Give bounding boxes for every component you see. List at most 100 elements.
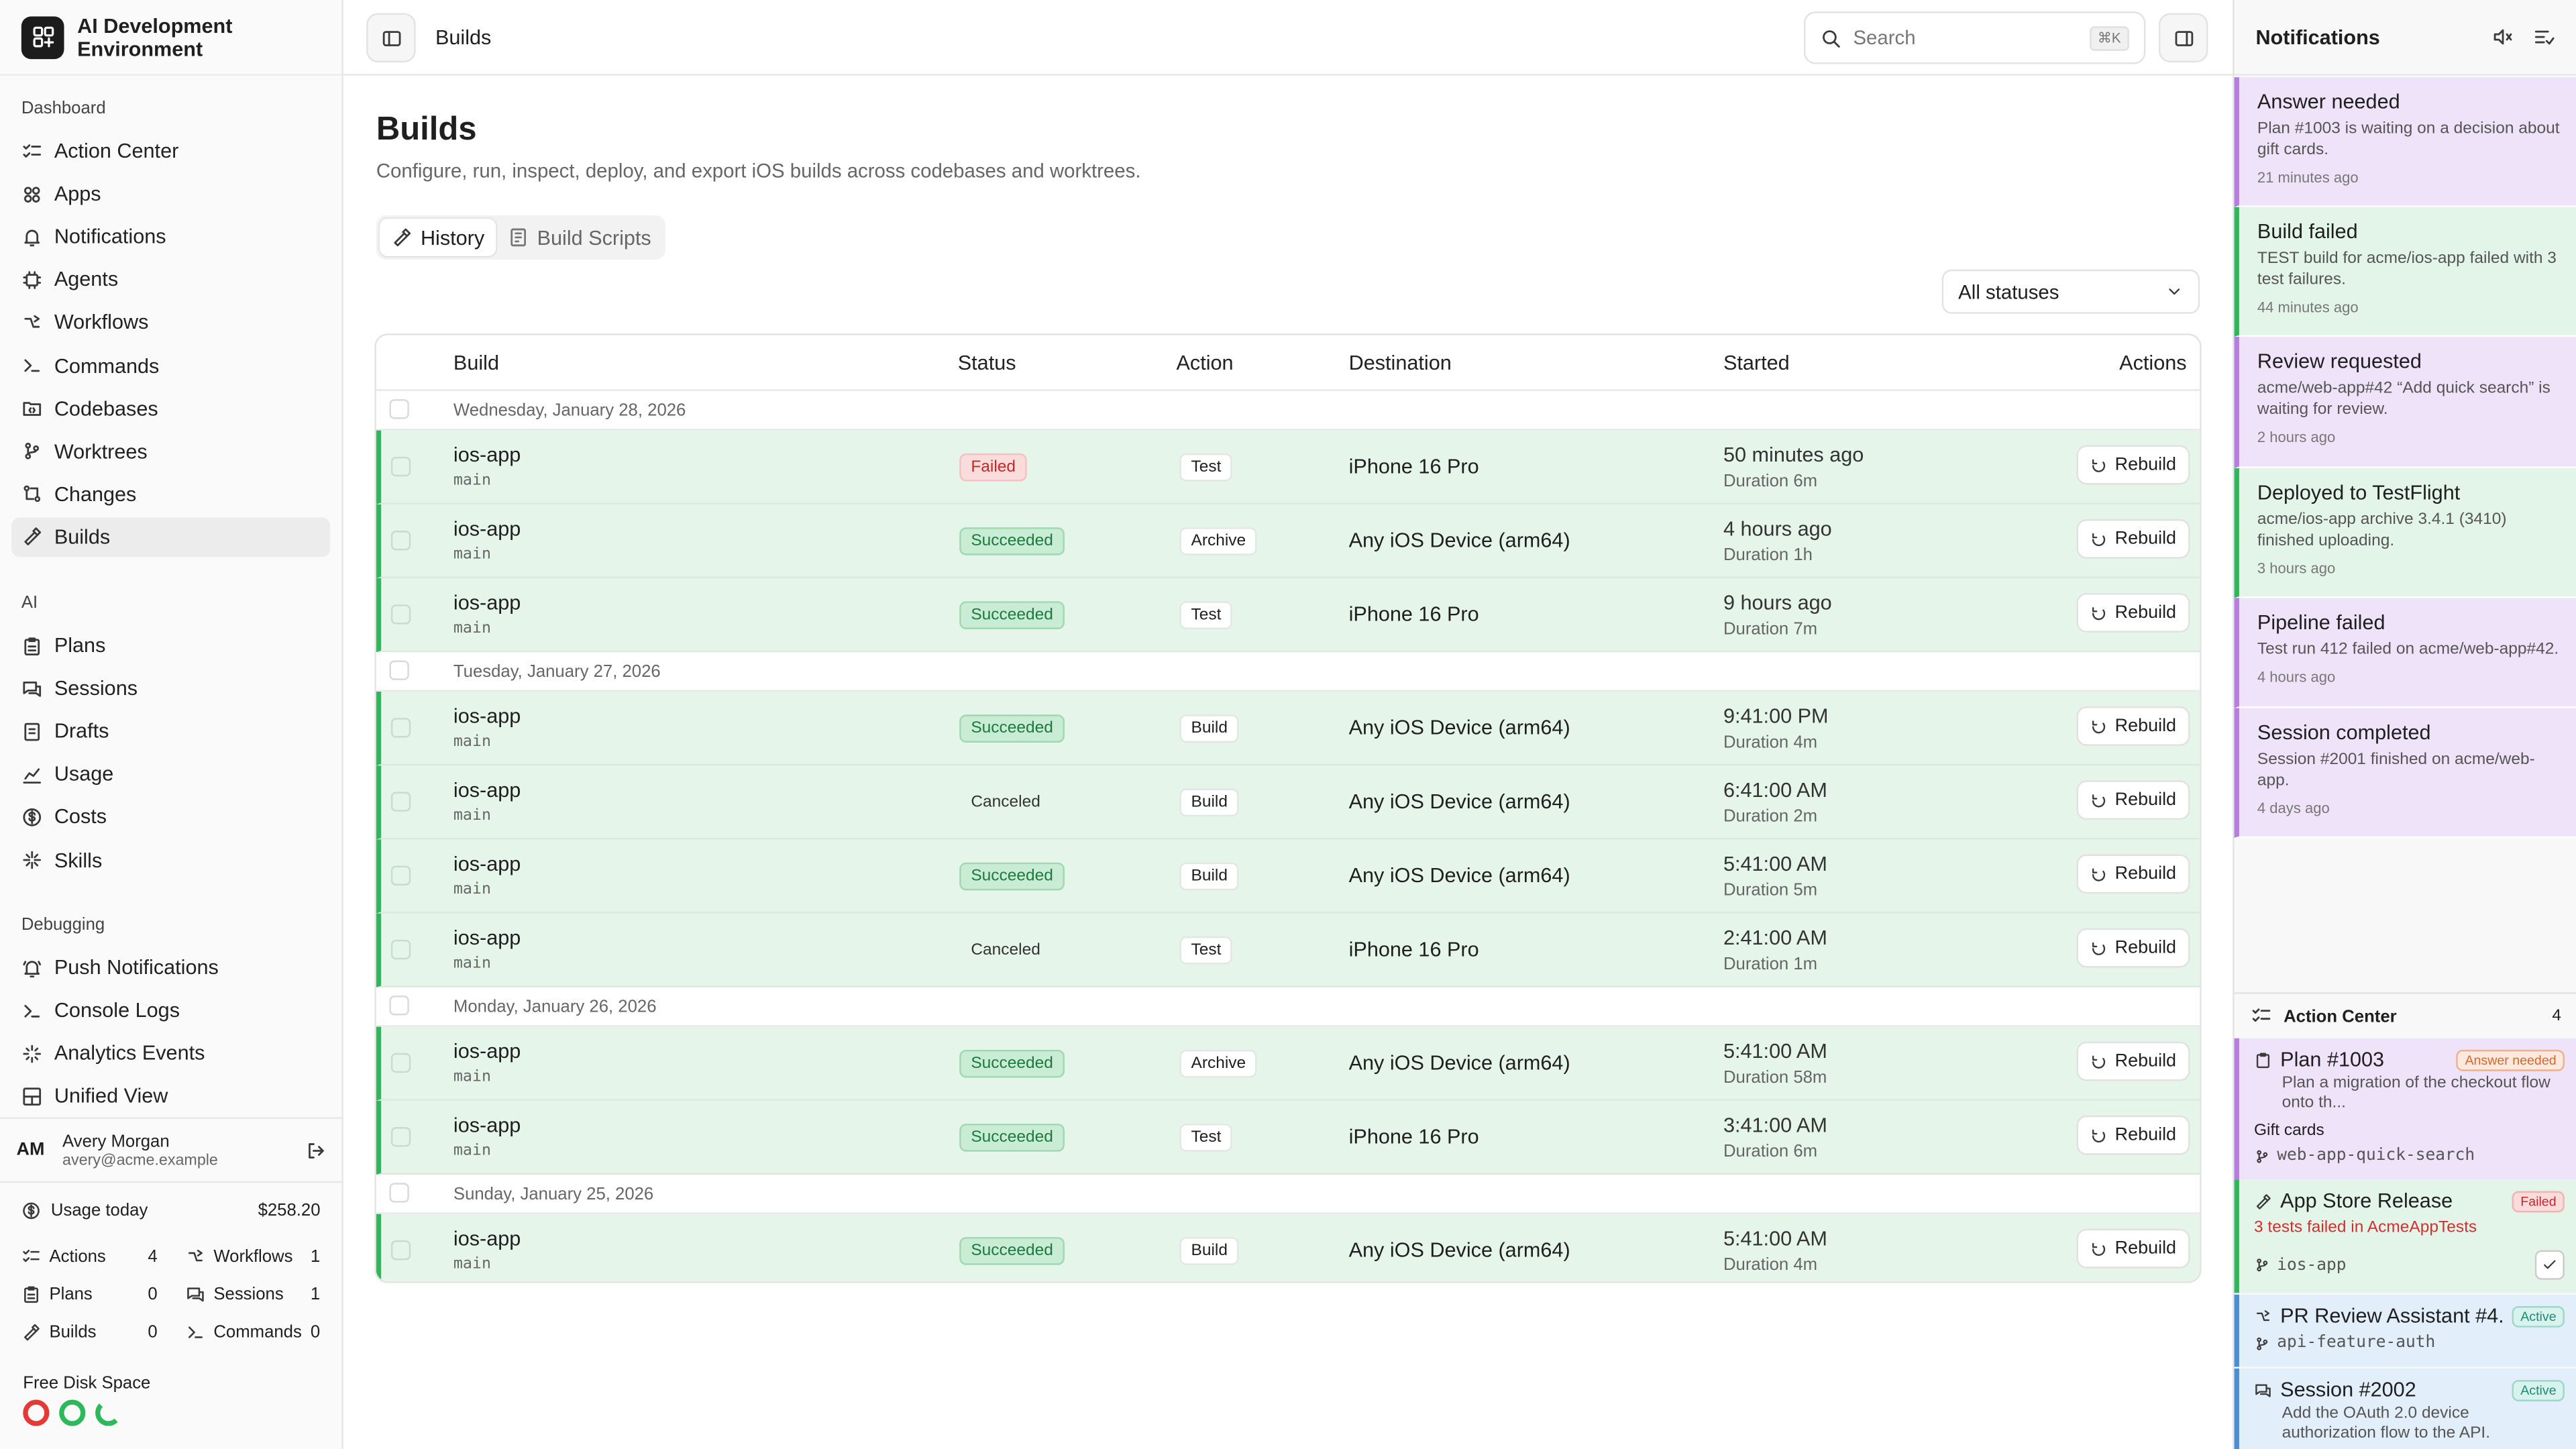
table-row[interactable]: ios-app main Succeeded Archive Any iOS Devic… bbox=[376, 504, 2200, 579]
sidebar-item-worktrees[interactable]: Worktrees bbox=[11, 431, 330, 471]
sidebar-item-skills[interactable]: Skills bbox=[11, 841, 330, 880]
table-row[interactable]: ios-app main Canceled Test iPhone 16 Pro 2:41… bbox=[376, 913, 2200, 987]
action-card-extra: Gift cards bbox=[2254, 1122, 2324, 1140]
logout-icon[interactable] bbox=[306, 1139, 327, 1161]
table-row[interactable]: ios-app main Succeeded Test iPhone 16 Pro 9 h… bbox=[376, 578, 2200, 653]
stat-sessions[interactable]: Sessions 1 bbox=[186, 1285, 321, 1304]
notification-card[interactable]: Answer needed Plan #1003 is waiting on a … bbox=[2234, 77, 2576, 207]
sidebar-item-agents[interactable]: Agents bbox=[11, 260, 330, 300]
mark-all-read-icon[interactable] bbox=[2533, 26, 2555, 48]
toggle-sidebar-button[interactable] bbox=[366, 13, 416, 63]
bell-ring-icon bbox=[23, 960, 42, 977]
group-checkbox[interactable] bbox=[389, 996, 409, 1016]
mute-icon[interactable] bbox=[2492, 26, 2514, 48]
list-checks-icon bbox=[23, 143, 42, 157]
sidebar-item-push-notifications[interactable]: Push Notifications bbox=[11, 948, 330, 987]
brand[interactable]: AI Development Environment bbox=[0, 0, 342, 76]
rebuild-button[interactable]: Rebuild bbox=[2076, 928, 2190, 968]
toggle-notifications-button[interactable] bbox=[2158, 13, 2208, 63]
notification-card[interactable]: Pipeline failed Test run 412 failed on ac… bbox=[2234, 598, 2576, 708]
notification-message: Test run 412 failed on acme/web-app#42. bbox=[2257, 641, 2559, 659]
stat-plans[interactable]: Plans 0 bbox=[21, 1285, 160, 1304]
table-row[interactable]: ios-app main Succeeded Build Any iOS Device … bbox=[376, 692, 2200, 766]
action-card-plan[interactable]: Plan #1003 Answer needed Plan a migratio… bbox=[2234, 1038, 2576, 1180]
notification-title: Review requested bbox=[2257, 350, 2422, 373]
row-checkbox[interactable] bbox=[390, 1240, 411, 1260]
sidebar-item-costs[interactable]: Costs bbox=[11, 798, 330, 837]
sidebar-item-builds[interactable]: Builds bbox=[11, 517, 331, 557]
group-checkbox[interactable] bbox=[389, 399, 409, 419]
sidebar-item-drafts[interactable]: Drafts bbox=[11, 712, 330, 751]
rebuild-button[interactable]: Rebuild bbox=[2076, 1115, 2190, 1155]
rebuild-button[interactable]: Rebuild bbox=[2076, 854, 2190, 894]
sidebar-item-label: Notifications bbox=[54, 225, 166, 249]
row-checkbox[interactable] bbox=[390, 865, 411, 886]
table-row[interactable]: ios-app main Succeeded Archive Any iOS Devic… bbox=[376, 1026, 2200, 1101]
rebuild-button[interactable]: Rebuild bbox=[2076, 780, 2190, 820]
rebuild-button[interactable]: Rebuild bbox=[2076, 706, 2190, 746]
row-checkbox[interactable] bbox=[390, 1053, 411, 1073]
stat-commands[interactable]: Commands 0 bbox=[186, 1322, 321, 1342]
notification-card[interactable]: Deployed to TestFlight acme/ios-app archi… bbox=[2234, 468, 2576, 598]
stat-workflows[interactable]: Workflows 1 bbox=[186, 1247, 321, 1267]
action-card-session[interactable]: Session #2002 Active Add the OAuth 2.0 d… bbox=[2234, 1368, 2576, 1449]
sidebar-item-codebases[interactable]: Codebases bbox=[11, 388, 330, 428]
sidebar-item-changes[interactable]: Changes bbox=[11, 474, 330, 514]
build-duration: Duration 1h bbox=[1723, 545, 1813, 566]
sidebar-item-label: Plans bbox=[54, 634, 106, 657]
row-checkbox[interactable] bbox=[390, 939, 411, 960]
action-card-error: 3 tests failed in AcmeAppTests bbox=[2254, 1219, 2477, 1238]
sidebar-item-console-logs[interactable]: Console Logs bbox=[11, 991, 330, 1030]
build-branch: main bbox=[453, 806, 491, 825]
refresh-icon bbox=[2092, 1242, 2106, 1255]
notification-card[interactable]: Session completed Session #2001 finished … bbox=[2234, 708, 2576, 838]
table-row[interactable]: ios-app main Succeeded Build Any iOS Device … bbox=[376, 839, 2200, 914]
sidebar-item-notifications[interactable]: Notifications bbox=[11, 217, 330, 257]
table-row[interactable]: ios-app main Succeeded Build Any iOS Device … bbox=[376, 1214, 2200, 1282]
table-row[interactable]: ios-app main Failed Test iPhone 16 Pro 50 min… bbox=[376, 430, 2200, 504]
rebuild-button[interactable]: Rebuild bbox=[2076, 593, 2190, 633]
notification-card[interactable]: Review requested acme/web-app#42 “Add qui… bbox=[2234, 337, 2576, 468]
tab-build-scripts[interactable]: Build Scripts bbox=[496, 219, 663, 256]
sidebar-item-label: Skills bbox=[54, 848, 103, 872]
row-checkbox[interactable] bbox=[390, 718, 411, 738]
tab-history[interactable]: History bbox=[379, 218, 496, 257]
row-checkbox[interactable] bbox=[390, 604, 411, 625]
rebuild-button[interactable]: Rebuild bbox=[2076, 1041, 2190, 1081]
app-title: AI Development Environment bbox=[77, 13, 233, 60]
sidebar-item-unified-view[interactable]: Unified View bbox=[11, 1077, 330, 1116]
status-badge: Succeeded bbox=[959, 862, 1065, 891]
sidebar-item-plans[interactable]: Plans bbox=[11, 626, 330, 665]
action-card-app-store-release[interactable]: App Store Release Failed 3 tests failed … bbox=[2234, 1179, 2576, 1293]
stat-builds[interactable]: Builds 0 bbox=[21, 1322, 160, 1342]
table-row[interactable]: ios-app main Canceled Build Any iOS Device (… bbox=[376, 765, 2200, 840]
panel-right-icon bbox=[2174, 30, 2193, 46]
sidebar-item-sessions[interactable]: Sessions bbox=[11, 669, 330, 708]
row-checkbox[interactable] bbox=[390, 531, 411, 551]
sidebar-item-label: Drafts bbox=[54, 720, 109, 743]
rebuild-button[interactable]: Rebuild bbox=[2076, 519, 2190, 559]
sidebar-item-workflows[interactable]: Workflows bbox=[11, 303, 330, 343]
action-card-pr-review[interactable]: PR Review Assistant #4... Active api-fea… bbox=[2234, 1294, 2576, 1367]
notification-card[interactable]: Build failed TEST build for acme/ios-app … bbox=[2234, 207, 2576, 337]
row-checkbox[interactable] bbox=[390, 792, 411, 812]
action-center-header[interactable]: Action Center 4 bbox=[2234, 992, 2576, 1038]
rebuild-button[interactable]: Rebuild bbox=[2076, 445, 2190, 485]
stat-actions[interactable]: Actions 4 bbox=[21, 1247, 160, 1267]
sidebar-item-commands[interactable]: Commands bbox=[11, 346, 330, 386]
table-row[interactable]: ios-app main Succeeded Test iPhone 16 Pro 3:4… bbox=[376, 1100, 2200, 1175]
row-checkbox[interactable] bbox=[390, 456, 411, 477]
status-filter-select[interactable]: All statuses bbox=[1941, 269, 2200, 314]
user-profile[interactable]: AM Avery Morgan avery@acme.example bbox=[0, 1117, 343, 1183]
approve-button[interactable] bbox=[2534, 1250, 2565, 1280]
group-checkbox[interactable] bbox=[389, 1183, 409, 1203]
search-input[interactable]: Search ⌘K bbox=[1803, 11, 2146, 64]
sidebar-item-usage[interactable]: Usage bbox=[11, 755, 330, 794]
group-checkbox[interactable] bbox=[389, 660, 409, 680]
sidebar-item-apps[interactable]: Apps bbox=[11, 174, 330, 214]
row-checkbox[interactable] bbox=[390, 1127, 411, 1147]
sidebar-item-action-center[interactable]: Action Center bbox=[11, 131, 330, 171]
notification-message: TEST build for acme/ios-app failed with … bbox=[2257, 250, 2557, 290]
sidebar-item-analytics-events[interactable]: Analytics Events bbox=[11, 1034, 330, 1073]
rebuild-button[interactable]: Rebuild bbox=[2076, 1228, 2190, 1269]
